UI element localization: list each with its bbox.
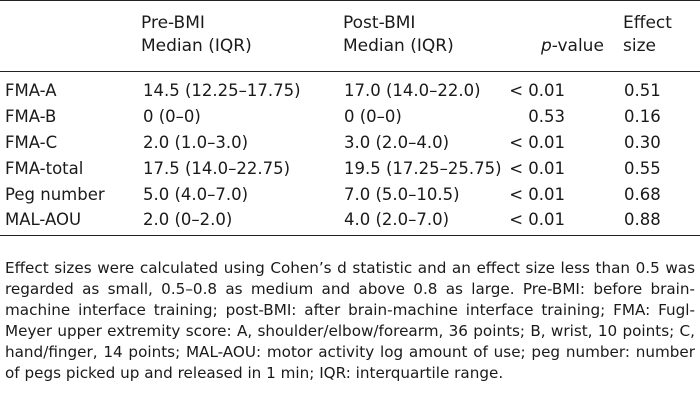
- row-post-value: 0 (0–0): [344, 107, 402, 126]
- header-post-bmi: Post-BMI Median (IQR): [343, 12, 454, 58]
- row-pre-value: 2.0 (1.0–3.0): [143, 133, 249, 152]
- header-effect-line1: Effect: [623, 13, 672, 33]
- row-p-value: < 0.01: [509, 81, 565, 100]
- row-post-value: 17.0 (14.0–22.0): [344, 81, 481, 100]
- row-effect-size: 0.55: [624, 159, 661, 178]
- row-label: FMA-A: [5, 81, 57, 100]
- row-post-value: 7.0 (5.0–10.5): [344, 185, 460, 204]
- row-pre-value: 5.0 (4.0–7.0): [143, 185, 249, 204]
- row-pre-value: 0 (0–0): [143, 107, 201, 126]
- table-row: FMA-total 17.5 (14.0–22.75) 19.5 (17.25–…: [0, 156, 700, 182]
- table-header-rule: [0, 71, 700, 72]
- row-effect-size: 0.68: [624, 185, 661, 204]
- row-p-value: 0.53: [528, 107, 565, 126]
- row-post-value: 4.0 (2.0–7.0): [344, 210, 450, 229]
- table-footnote: Effect sizes were calculated using Cohen…: [5, 259, 695, 383]
- row-pre-value: 2.0 (0–2.0): [143, 210, 233, 229]
- row-pre-value: 17.5 (14.0–22.75): [143, 159, 291, 178]
- header-post-line1: Post-BMI: [343, 13, 416, 33]
- header-pre-bmi: Pre-BMI Median (IQR): [141, 12, 252, 58]
- row-p-value: < 0.01: [509, 210, 565, 229]
- row-p-value: < 0.01: [509, 133, 565, 152]
- table-row: Peg number 5.0 (4.0–7.0) 7.0 (5.0–10.5) …: [0, 182, 700, 208]
- table-row: FMA-A 14.5 (12.25–17.75) 17.0 (14.0–22.0…: [0, 78, 700, 104]
- header-post-line2: Median (IQR): [343, 36, 454, 56]
- header-p-rest: -value: [551, 36, 604, 56]
- header-p-italic: p: [541, 36, 552, 56]
- row-effect-size: 0.51: [624, 81, 661, 100]
- row-effect-size: 0.30: [624, 133, 661, 152]
- row-pre-value: 14.5 (12.25–17.75): [143, 81, 301, 100]
- header-effect-line2: size: [623, 36, 656, 56]
- table-row: FMA-C 2.0 (1.0–3.0) 3.0 (2.0–4.0) < 0.01…: [0, 130, 700, 156]
- row-post-value: 3.0 (2.0–4.0): [344, 133, 450, 152]
- table-bottom-rule: [0, 235, 700, 236]
- row-effect-size: 0.16: [624, 107, 661, 126]
- table-row: FMA-B 0 (0–0) 0 (0–0) 0.53 0.16: [0, 104, 700, 130]
- header-p-value: p-value: [541, 35, 604, 58]
- row-label: FMA-B: [5, 107, 57, 126]
- row-effect-size: 0.88: [624, 210, 661, 229]
- header-pre-line1: Pre-BMI: [141, 13, 205, 33]
- row-p-value: < 0.01: [509, 159, 565, 178]
- header-pre-line2: Median (IQR): [141, 36, 252, 56]
- row-label: Peg number: [5, 185, 105, 204]
- table-row: MAL-AOU 2.0 (0–2.0) 4.0 (2.0–7.0) < 0.01…: [0, 207, 700, 233]
- table-top-rule: [0, 0, 700, 1]
- row-label: FMA-C: [5, 133, 58, 152]
- row-label: FMA-total: [5, 159, 84, 178]
- row-post-value: 19.5 (17.25–25.75): [344, 159, 502, 178]
- row-p-value: < 0.01: [509, 185, 565, 204]
- header-effect-size: Effect size: [623, 12, 672, 58]
- row-label: MAL-AOU: [5, 210, 82, 229]
